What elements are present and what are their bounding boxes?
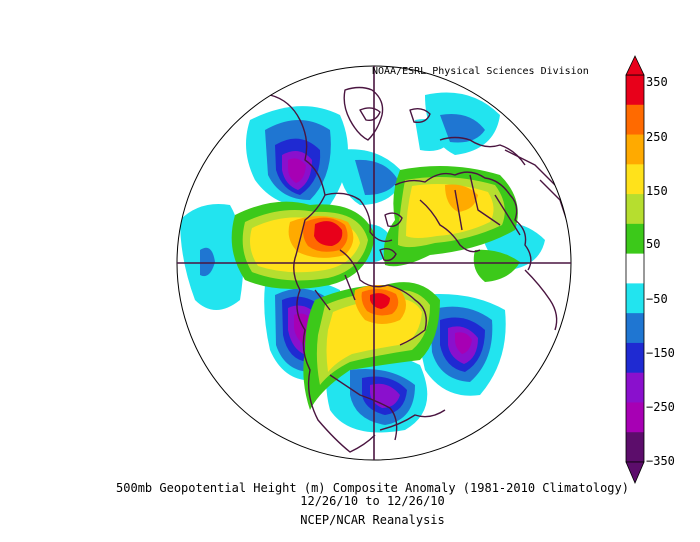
colorbar-band [626, 104, 644, 136]
colorbar-label-neg50: −50 [646, 292, 668, 306]
colorbar-band [626, 223, 644, 255]
colorbar-label-350: 350 [646, 75, 668, 89]
colorbar-band [626, 75, 644, 106]
colorbar-label-neg350: −350 [646, 454, 675, 468]
colorbar-band [626, 253, 644, 284]
colorbar-bottom-arrow [625, 461, 645, 485]
credit-label: NOAA/ESRL Physical Sciences Division [372, 66, 589, 77]
colorbar-top-arrow [625, 55, 645, 76]
colorbar-band [626, 432, 644, 463]
colorbar-band [626, 134, 644, 165]
colorbar-band [626, 342, 644, 374]
colorbar-label-50: 50 [646, 237, 661, 251]
colorbar-label-neg150: −150 [646, 346, 675, 360]
colorbar-band [626, 283, 644, 314]
anomaly-positive-extreme [314, 221, 390, 309]
colorbar-label-250: 250 [646, 130, 668, 144]
colorbar-band [626, 194, 644, 225]
colorbar-label-neg250: −250 [646, 400, 675, 414]
colorbar-band [626, 313, 644, 344]
caption-title: 500mb Geopotential Height (m) Composite … [116, 481, 629, 495]
caption-source: NCEP/NCAR Reanalysis [300, 513, 445, 527]
colorbar-band [626, 372, 644, 403]
colorbar-band [626, 402, 644, 433]
caption-date-range: 12/26/10 to 12/26/10 [300, 494, 445, 508]
colorbar-band [626, 164, 644, 195]
colorbar-label-150: 150 [646, 184, 668, 198]
